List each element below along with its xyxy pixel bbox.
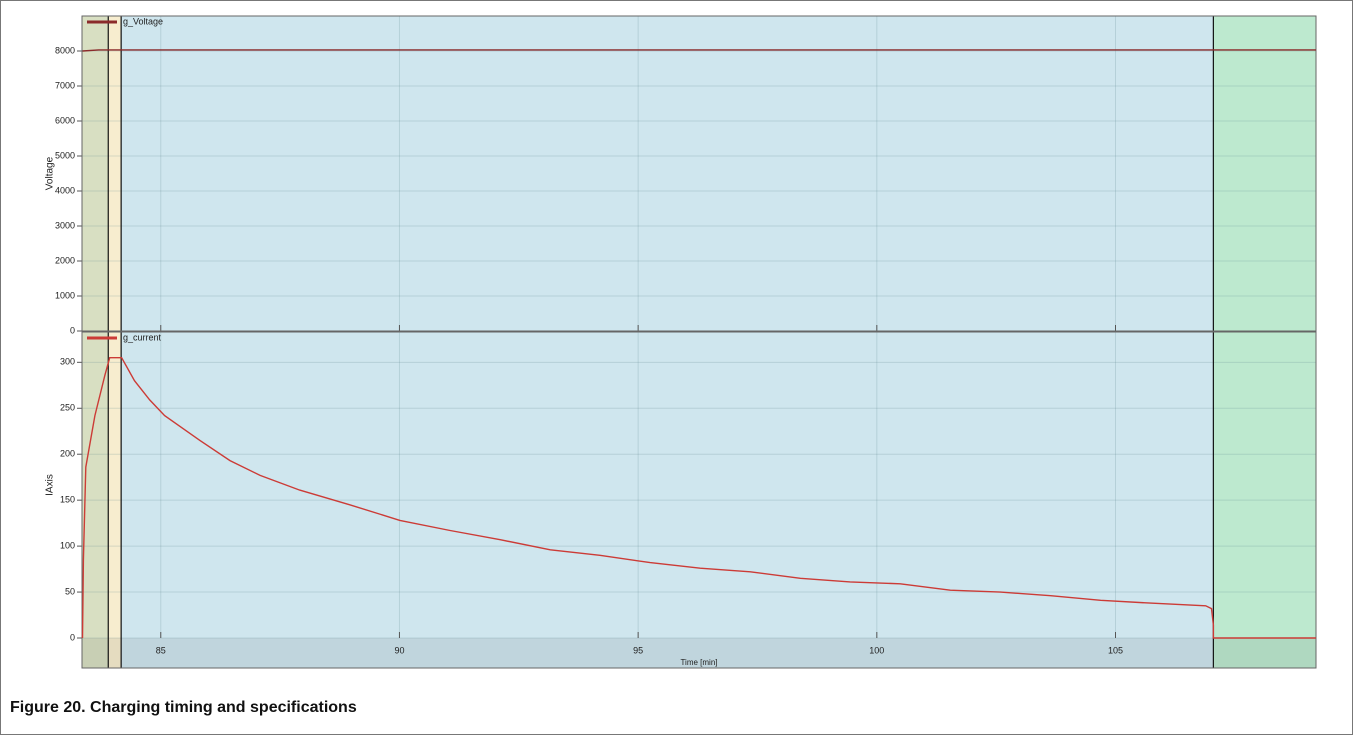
region [108,16,122,331]
x-tick-label: 100 [869,645,884,655]
y-tick-label: 7000 [55,80,75,90]
x-tick-label: 105 [1108,645,1123,655]
plot-border [81,331,1317,669]
x-tick-label: 90 [394,645,404,655]
x-tick-label: 85 [156,645,166,655]
series-line [82,49,1316,52]
x-axis-label: Time [min] [680,658,717,667]
y-tick-label: 0 [70,632,75,642]
y-tick-label: 2000 [55,255,75,265]
y-tick-label: 1000 [55,290,75,300]
caption: Figure 20. Charging timing and specifica… [10,699,357,716]
region [1213,332,1316,668]
y-tick-label: 200 [60,449,75,459]
y-tick-label: 100 [60,540,75,550]
y-tick-label: 3000 [55,220,75,230]
y-tick-label: 6000 [55,115,75,125]
y-axis-label: IAxis [45,474,56,496]
y-tick-label: 300 [60,357,75,367]
y-tick-label: 0 [70,325,75,335]
y-tick-label: 4000 [55,185,75,195]
plot-border [81,15,1317,332]
y-tick-label: 250 [60,403,75,413]
y-axis-label: Voltage [45,156,56,190]
axis-strip [82,638,1316,668]
x-tick-label: 95 [633,645,643,655]
region [82,16,109,331]
region [121,332,1214,668]
legend-label: g_current [123,332,162,342]
region [82,332,109,668]
y-tick-label: 8000 [55,45,75,55]
region [1213,16,1316,331]
y-tick-label: 5000 [55,150,75,160]
y-tick-label: 50 [65,586,75,596]
legend-label: g_Voltage [123,16,163,26]
region [108,332,122,668]
series-line [81,357,1316,639]
y-tick-label: 150 [60,495,75,505]
region [121,16,1214,331]
